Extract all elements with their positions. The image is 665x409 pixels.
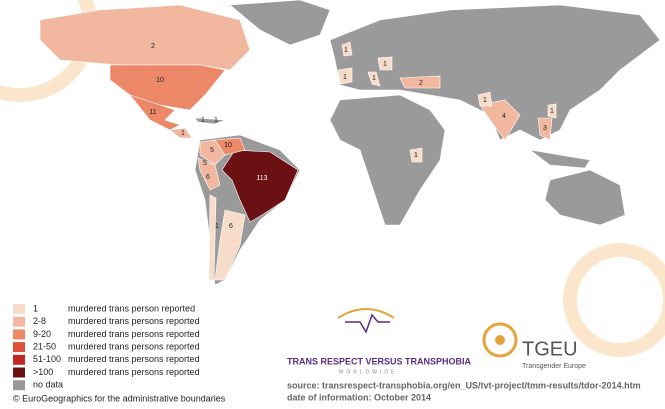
legend-swatch [13, 342, 25, 353]
legend-range: >100 [33, 367, 53, 377]
country-count: 1 [372, 75, 376, 82]
tgeu-subtitle: Transgender Europe [522, 363, 586, 370]
country-count: 10 [156, 77, 164, 84]
legend-range: 2-8 [33, 316, 46, 326]
country-count: 5 [203, 160, 207, 167]
country-count: 11 [149, 109, 156, 116]
country-count: 3 [543, 125, 547, 132]
legend-swatch [13, 380, 25, 391]
country-count: 6 [206, 174, 210, 181]
credit: © EuroGeographics for the administrative… [13, 393, 226, 403]
country-count: 1 [344, 47, 348, 54]
legend-text: murdered trans persons reported [68, 316, 200, 326]
legend-range: 9-20 [33, 329, 51, 339]
country-count: 1 [181, 130, 185, 137]
country-count: 1 [483, 97, 487, 104]
legend-swatch [13, 316, 25, 327]
country-count: 4 [502, 113, 506, 120]
country-count: 10 [224, 142, 232, 149]
country-count: 6 [229, 223, 233, 230]
country-count: 1 [550, 108, 554, 115]
tgeu-logo: TGEU Transgender Europe [482, 322, 586, 370]
legend-text: murdered trans persons reported [68, 341, 200, 351]
country-count: 1 [201, 117, 205, 124]
country-count: 2 [419, 80, 423, 87]
country-count: 1 [414, 152, 418, 159]
legend-swatch [13, 329, 25, 340]
legend-text: murdered trans person reported [68, 303, 195, 313]
country-count: 1 [214, 117, 218, 124]
legend-swatch [13, 304, 25, 314]
trv-logo: TRANS RESPECT VERSUS TRANSPHOBIA WORLDWI… [287, 308, 472, 375]
map-labels: 2 10 11 1 1 1 10 5 5 6 113 1 6 1 1 1 1 2… [149, 43, 554, 230]
trv-title: TRANS RESPECT VERSUS TRANSPHOBIA [287, 356, 472, 366]
country-count: 5 [210, 147, 214, 154]
trv-subtitle: WORLDWIDE [339, 369, 398, 375]
legend-swatch [13, 354, 25, 365]
legend-range: 1 [33, 303, 38, 313]
tgeu-title: TGEU [522, 338, 578, 360]
source: source: transrespect-transphobia.org/en_… [287, 380, 641, 390]
world-map [39, 0, 661, 286]
country-count: 2 [151, 43, 155, 50]
date: date of information: October 2014 [287, 392, 431, 402]
legend-range: no data [33, 380, 63, 390]
country-count: 1 [343, 74, 347, 81]
legend: 1 murdered trans person reported 2-8 murder… [13, 303, 200, 391]
legend-swatch [13, 367, 25, 378]
country-count: 1 [215, 223, 219, 230]
legend-text: murdered trans persons reported [68, 367, 200, 377]
legend-range: 51-100 [33, 354, 61, 364]
country-count: 1 [383, 61, 387, 68]
legend-range: 21-50 [33, 341, 56, 351]
legend-text: murdered trans persons reported [68, 354, 200, 364]
country-count: 113 [256, 175, 267, 182]
legend-text: murdered trans persons reported [68, 329, 200, 339]
